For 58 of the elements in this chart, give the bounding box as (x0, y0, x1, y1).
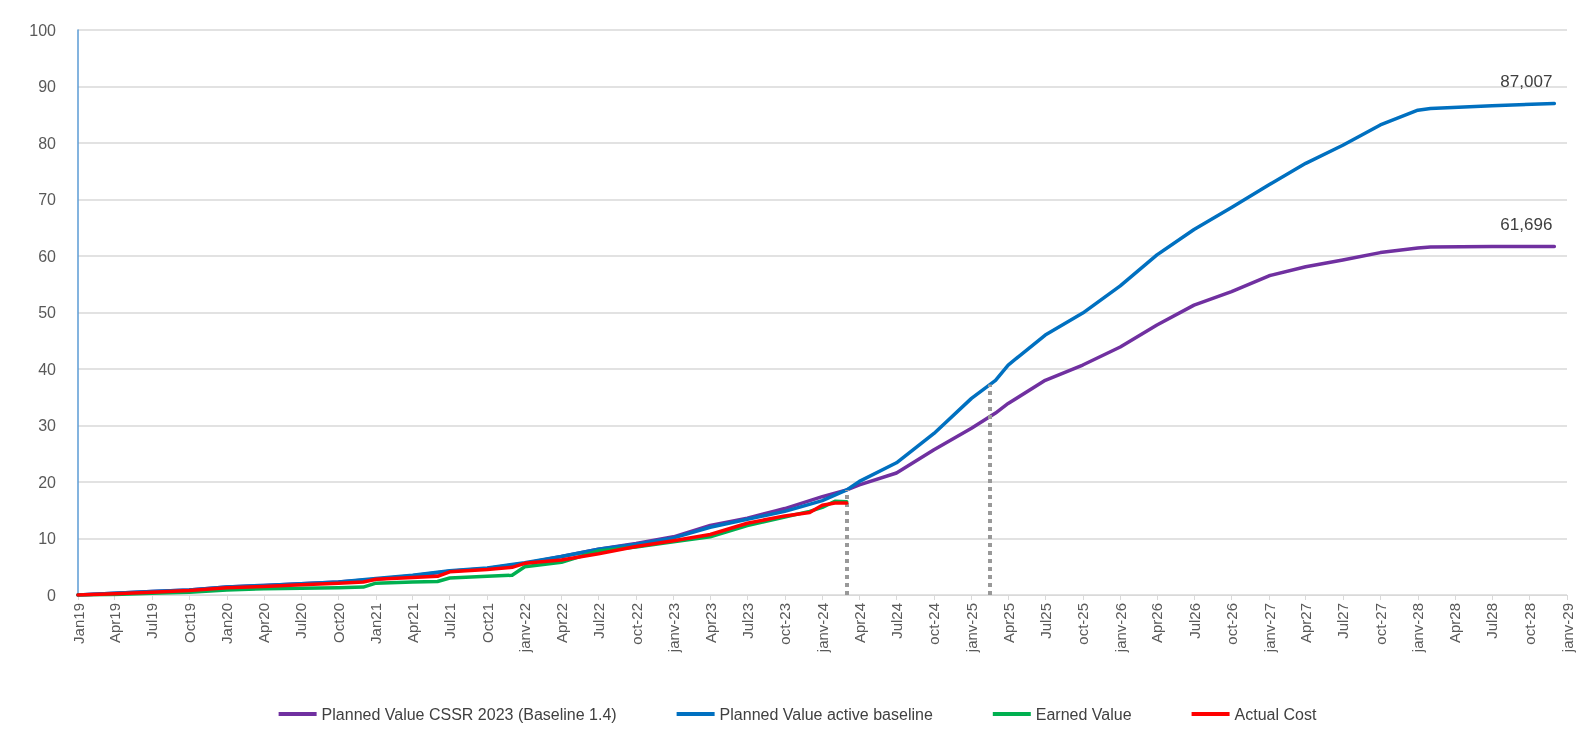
legend-label: Actual Cost (1234, 705, 1317, 723)
x-tick-label: Jul23 (738, 603, 756, 639)
x-tick-label: Apr27 (1297, 603, 1315, 644)
x-tick-label: Jul21 (441, 603, 459, 639)
x-tick-label: Apr23 (701, 603, 719, 644)
legend-label: Planned Value CSSR 2023 (Baseline 1.4) (321, 705, 617, 723)
y-tick-label: 60 (38, 247, 57, 265)
x-tick-label: janv-28 (1409, 603, 1427, 654)
x-tick-label: Apr19 (106, 603, 124, 644)
y-tick-label: 20 (38, 473, 57, 491)
x-tick-label: Jan19 (69, 603, 87, 644)
x-tick-label: Jul28 (1483, 603, 1501, 639)
x-tick-label: Oct21 (478, 603, 496, 644)
y-tick-label: 30 (38, 417, 57, 434)
x-tick-label: janv-25 (962, 603, 980, 654)
x-tick-label: oct-28 (1521, 603, 1538, 645)
x-tick-label: Apr20 (255, 603, 273, 644)
x-tick-label: oct-25 (1074, 603, 1092, 645)
x-tick-label: janv-22 (516, 603, 534, 654)
x-tick-label: Apr28 (1446, 603, 1464, 644)
x-tick-label: janv-24 (813, 603, 831, 654)
x-tick-label: Jul24 (887, 603, 905, 639)
annotation: 61,696 (1500, 215, 1553, 235)
x-tick-label: Jul19 (143, 603, 161, 639)
x-tick-label: oct-22 (627, 603, 645, 645)
x-tick-label: Apr26 (1148, 603, 1166, 644)
x-tick-label: oct-27 (1371, 603, 1389, 645)
x-tick-label: Apr21 (404, 603, 422, 644)
y-tick-label: 80 (38, 134, 57, 152)
x-tick-label: Apr24 (850, 603, 868, 644)
y-tick-label: 40 (38, 360, 57, 378)
y-tick-label: 100 (29, 21, 57, 39)
y-tick-label: 10 (38, 530, 57, 547)
legend-label: Planned Value active baseline (719, 705, 933, 723)
x-tick-label: oct-26 (1223, 603, 1241, 645)
x-tick-label: Oct20 (329, 603, 347, 644)
x-tick-label: Jul22 (590, 603, 608, 639)
y-tick-label: 50 (38, 304, 57, 321)
x-tick-label: oct-23 (776, 603, 794, 645)
x-tick-label: Jul26 (1185, 603, 1203, 639)
x-tick-label: janv-23 (665, 603, 683, 654)
legend-label: Earned Value (1035, 705, 1132, 723)
x-tick-label: janv-29 (1558, 603, 1576, 654)
y-tick-label: 0 (47, 586, 57, 604)
x-tick-label: Apr22 (552, 603, 570, 644)
annotation: 87,007 (1500, 72, 1553, 92)
x-tick-label: Jan21 (367, 603, 385, 644)
x-tick-label: Jul27 (1334, 603, 1352, 639)
y-tick-label: 90 (38, 78, 57, 95)
x-tick-label: oct-24 (925, 603, 943, 645)
x-tick-label: Oct19 (180, 603, 198, 644)
x-tick-label: Jan20 (218, 603, 236, 644)
x-tick-label: janv-26 (1111, 603, 1129, 654)
y-tick-label: 70 (38, 191, 57, 208)
x-tick-label: Jul20 (292, 603, 310, 639)
x-tick-label: Jul25 (1036, 603, 1054, 639)
x-tick-label: Apr25 (999, 603, 1017, 644)
x-tick-label: janv-27 (1260, 603, 1278, 654)
